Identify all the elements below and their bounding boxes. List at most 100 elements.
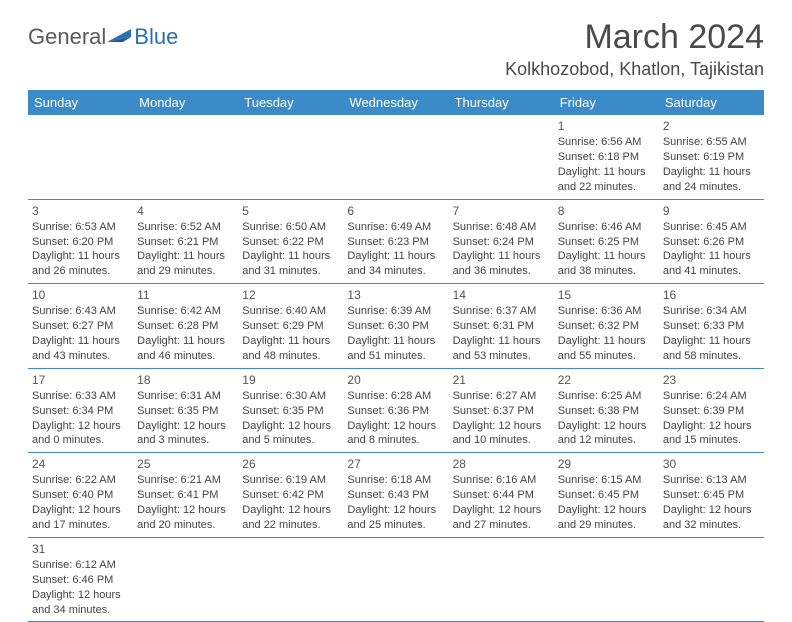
sunset-text: Sunset: 6:25 PM <box>558 235 655 250</box>
sunrise-text: Sunrise: 6:49 AM <box>347 220 444 235</box>
calendar-table: Sunday Monday Tuesday Wednesday Thursday… <box>28 90 764 622</box>
daylight-text: Daylight: 12 hours <box>242 503 339 518</box>
daylight-text: Daylight: 12 hours <box>137 419 234 434</box>
sunrise-text: Sunrise: 6:19 AM <box>242 473 339 488</box>
weekday-header: Thursday <box>449 90 554 115</box>
sunrise-text: Sunrise: 6:43 AM <box>32 304 129 319</box>
daylight-text: Daylight: 12 hours <box>32 503 129 518</box>
calendar-day-cell: 26Sunrise: 6:19 AMSunset: 6:42 PMDayligh… <box>238 453 343 538</box>
calendar-day-cell: 17Sunrise: 6:33 AMSunset: 6:34 PMDayligh… <box>28 368 133 453</box>
daylight-text: Daylight: 11 hours <box>137 334 234 349</box>
calendar-week-row: 17Sunrise: 6:33 AMSunset: 6:34 PMDayligh… <box>28 368 764 453</box>
sunrise-text: Sunrise: 6:56 AM <box>558 135 655 150</box>
day-number: 8 <box>558 203 655 219</box>
daylight-text: Daylight: 12 hours <box>347 419 444 434</box>
daylight-text: and 34 minutes. <box>32 603 129 618</box>
day-number: 5 <box>242 203 339 219</box>
daylight-text: and 26 minutes. <box>32 264 129 279</box>
sunset-text: Sunset: 6:37 PM <box>453 404 550 419</box>
calendar-week-row: 1Sunrise: 6:56 AMSunset: 6:18 PMDaylight… <box>28 115 764 199</box>
logo: General Blue <box>28 18 178 50</box>
day-number: 7 <box>453 203 550 219</box>
day-number: 27 <box>347 456 444 472</box>
sunrise-text: Sunrise: 6:50 AM <box>242 220 339 235</box>
page-header: General Blue March 2024 Kolkhozobod, Kha… <box>28 18 764 80</box>
sunrise-text: Sunrise: 6:12 AM <box>32 558 129 573</box>
sunrise-text: Sunrise: 6:31 AM <box>137 389 234 404</box>
daylight-text: Daylight: 12 hours <box>32 419 129 434</box>
daylight-text: and 12 minutes. <box>558 433 655 448</box>
daylight-text: Daylight: 12 hours <box>453 503 550 518</box>
weekday-header: Friday <box>554 90 659 115</box>
calendar-day-cell <box>554 537 659 622</box>
calendar-day-cell <box>449 537 554 622</box>
calendar-day-cell <box>449 115 554 199</box>
calendar-day-cell: 16Sunrise: 6:34 AMSunset: 6:33 PMDayligh… <box>659 284 764 369</box>
day-number: 15 <box>558 287 655 303</box>
daylight-text: and 10 minutes. <box>453 433 550 448</box>
calendar-day-cell: 22Sunrise: 6:25 AMSunset: 6:38 PMDayligh… <box>554 368 659 453</box>
daylight-text: Daylight: 11 hours <box>453 334 550 349</box>
day-number: 12 <box>242 287 339 303</box>
sunrise-text: Sunrise: 6:27 AM <box>453 389 550 404</box>
weekday-header: Saturday <box>659 90 764 115</box>
day-number: 16 <box>663 287 760 303</box>
day-number: 1 <box>558 118 655 134</box>
daylight-text: Daylight: 11 hours <box>663 334 760 349</box>
calendar-day-cell <box>133 537 238 622</box>
daylight-text: Daylight: 12 hours <box>558 419 655 434</box>
daylight-text: Daylight: 11 hours <box>558 334 655 349</box>
sunset-text: Sunset: 6:35 PM <box>242 404 339 419</box>
sunrise-text: Sunrise: 6:37 AM <box>453 304 550 319</box>
day-number: 24 <box>32 456 129 472</box>
day-number: 10 <box>32 287 129 303</box>
daylight-text: and 48 minutes. <box>242 349 339 364</box>
calendar-day-cell: 23Sunrise: 6:24 AMSunset: 6:39 PMDayligh… <box>659 368 764 453</box>
day-number: 17 <box>32 372 129 388</box>
calendar-day-cell: 4Sunrise: 6:52 AMSunset: 6:21 PMDaylight… <box>133 199 238 284</box>
daylight-text: and 20 minutes. <box>137 518 234 533</box>
daylight-text: Daylight: 11 hours <box>242 334 339 349</box>
logo-text-blue: Blue <box>134 24 178 50</box>
day-number: 30 <box>663 456 760 472</box>
day-number: 31 <box>32 541 129 557</box>
sunset-text: Sunset: 6:28 PM <box>137 319 234 334</box>
sunset-text: Sunset: 6:43 PM <box>347 488 444 503</box>
day-number: 25 <box>137 456 234 472</box>
calendar-day-cell: 2Sunrise: 6:55 AMSunset: 6:19 PMDaylight… <box>659 115 764 199</box>
sunrise-text: Sunrise: 6:52 AM <box>137 220 234 235</box>
daylight-text: Daylight: 11 hours <box>347 249 444 264</box>
day-number: 3 <box>32 203 129 219</box>
weekday-header: Sunday <box>28 90 133 115</box>
calendar-day-cell: 24Sunrise: 6:22 AMSunset: 6:40 PMDayligh… <box>28 453 133 538</box>
calendar-day-cell <box>343 537 448 622</box>
calendar-day-cell: 6Sunrise: 6:49 AMSunset: 6:23 PMDaylight… <box>343 199 448 284</box>
sunrise-text: Sunrise: 6:22 AM <box>32 473 129 488</box>
daylight-text: Daylight: 11 hours <box>558 249 655 264</box>
daylight-text: and 36 minutes. <box>453 264 550 279</box>
day-number: 13 <box>347 287 444 303</box>
title-block: March 2024 Kolkhozobod, Khatlon, Tajikis… <box>505 18 764 80</box>
location: Kolkhozobod, Khatlon, Tajikistan <box>505 59 764 80</box>
sunset-text: Sunset: 6:19 PM <box>663 150 760 165</box>
calendar-day-cell: 20Sunrise: 6:28 AMSunset: 6:36 PMDayligh… <box>343 368 448 453</box>
daylight-text: and 22 minutes. <box>242 518 339 533</box>
calendar-day-cell: 12Sunrise: 6:40 AMSunset: 6:29 PMDayligh… <box>238 284 343 369</box>
sunrise-text: Sunrise: 6:34 AM <box>663 304 760 319</box>
daylight-text: and 17 minutes. <box>32 518 129 533</box>
weekday-header: Tuesday <box>238 90 343 115</box>
day-number: 20 <box>347 372 444 388</box>
sunset-text: Sunset: 6:41 PM <box>137 488 234 503</box>
calendar-day-cell: 1Sunrise: 6:56 AMSunset: 6:18 PMDaylight… <box>554 115 659 199</box>
calendar-day-cell <box>343 115 448 199</box>
calendar-day-cell <box>133 115 238 199</box>
sunset-text: Sunset: 6:45 PM <box>558 488 655 503</box>
daylight-text: and 15 minutes. <box>663 433 760 448</box>
daylight-text: and 8 minutes. <box>347 433 444 448</box>
day-number: 9 <box>663 203 760 219</box>
sunset-text: Sunset: 6:34 PM <box>32 404 129 419</box>
sunset-text: Sunset: 6:36 PM <box>347 404 444 419</box>
day-number: 28 <box>453 456 550 472</box>
daylight-text: Daylight: 11 hours <box>558 165 655 180</box>
sunrise-text: Sunrise: 6:39 AM <box>347 304 444 319</box>
